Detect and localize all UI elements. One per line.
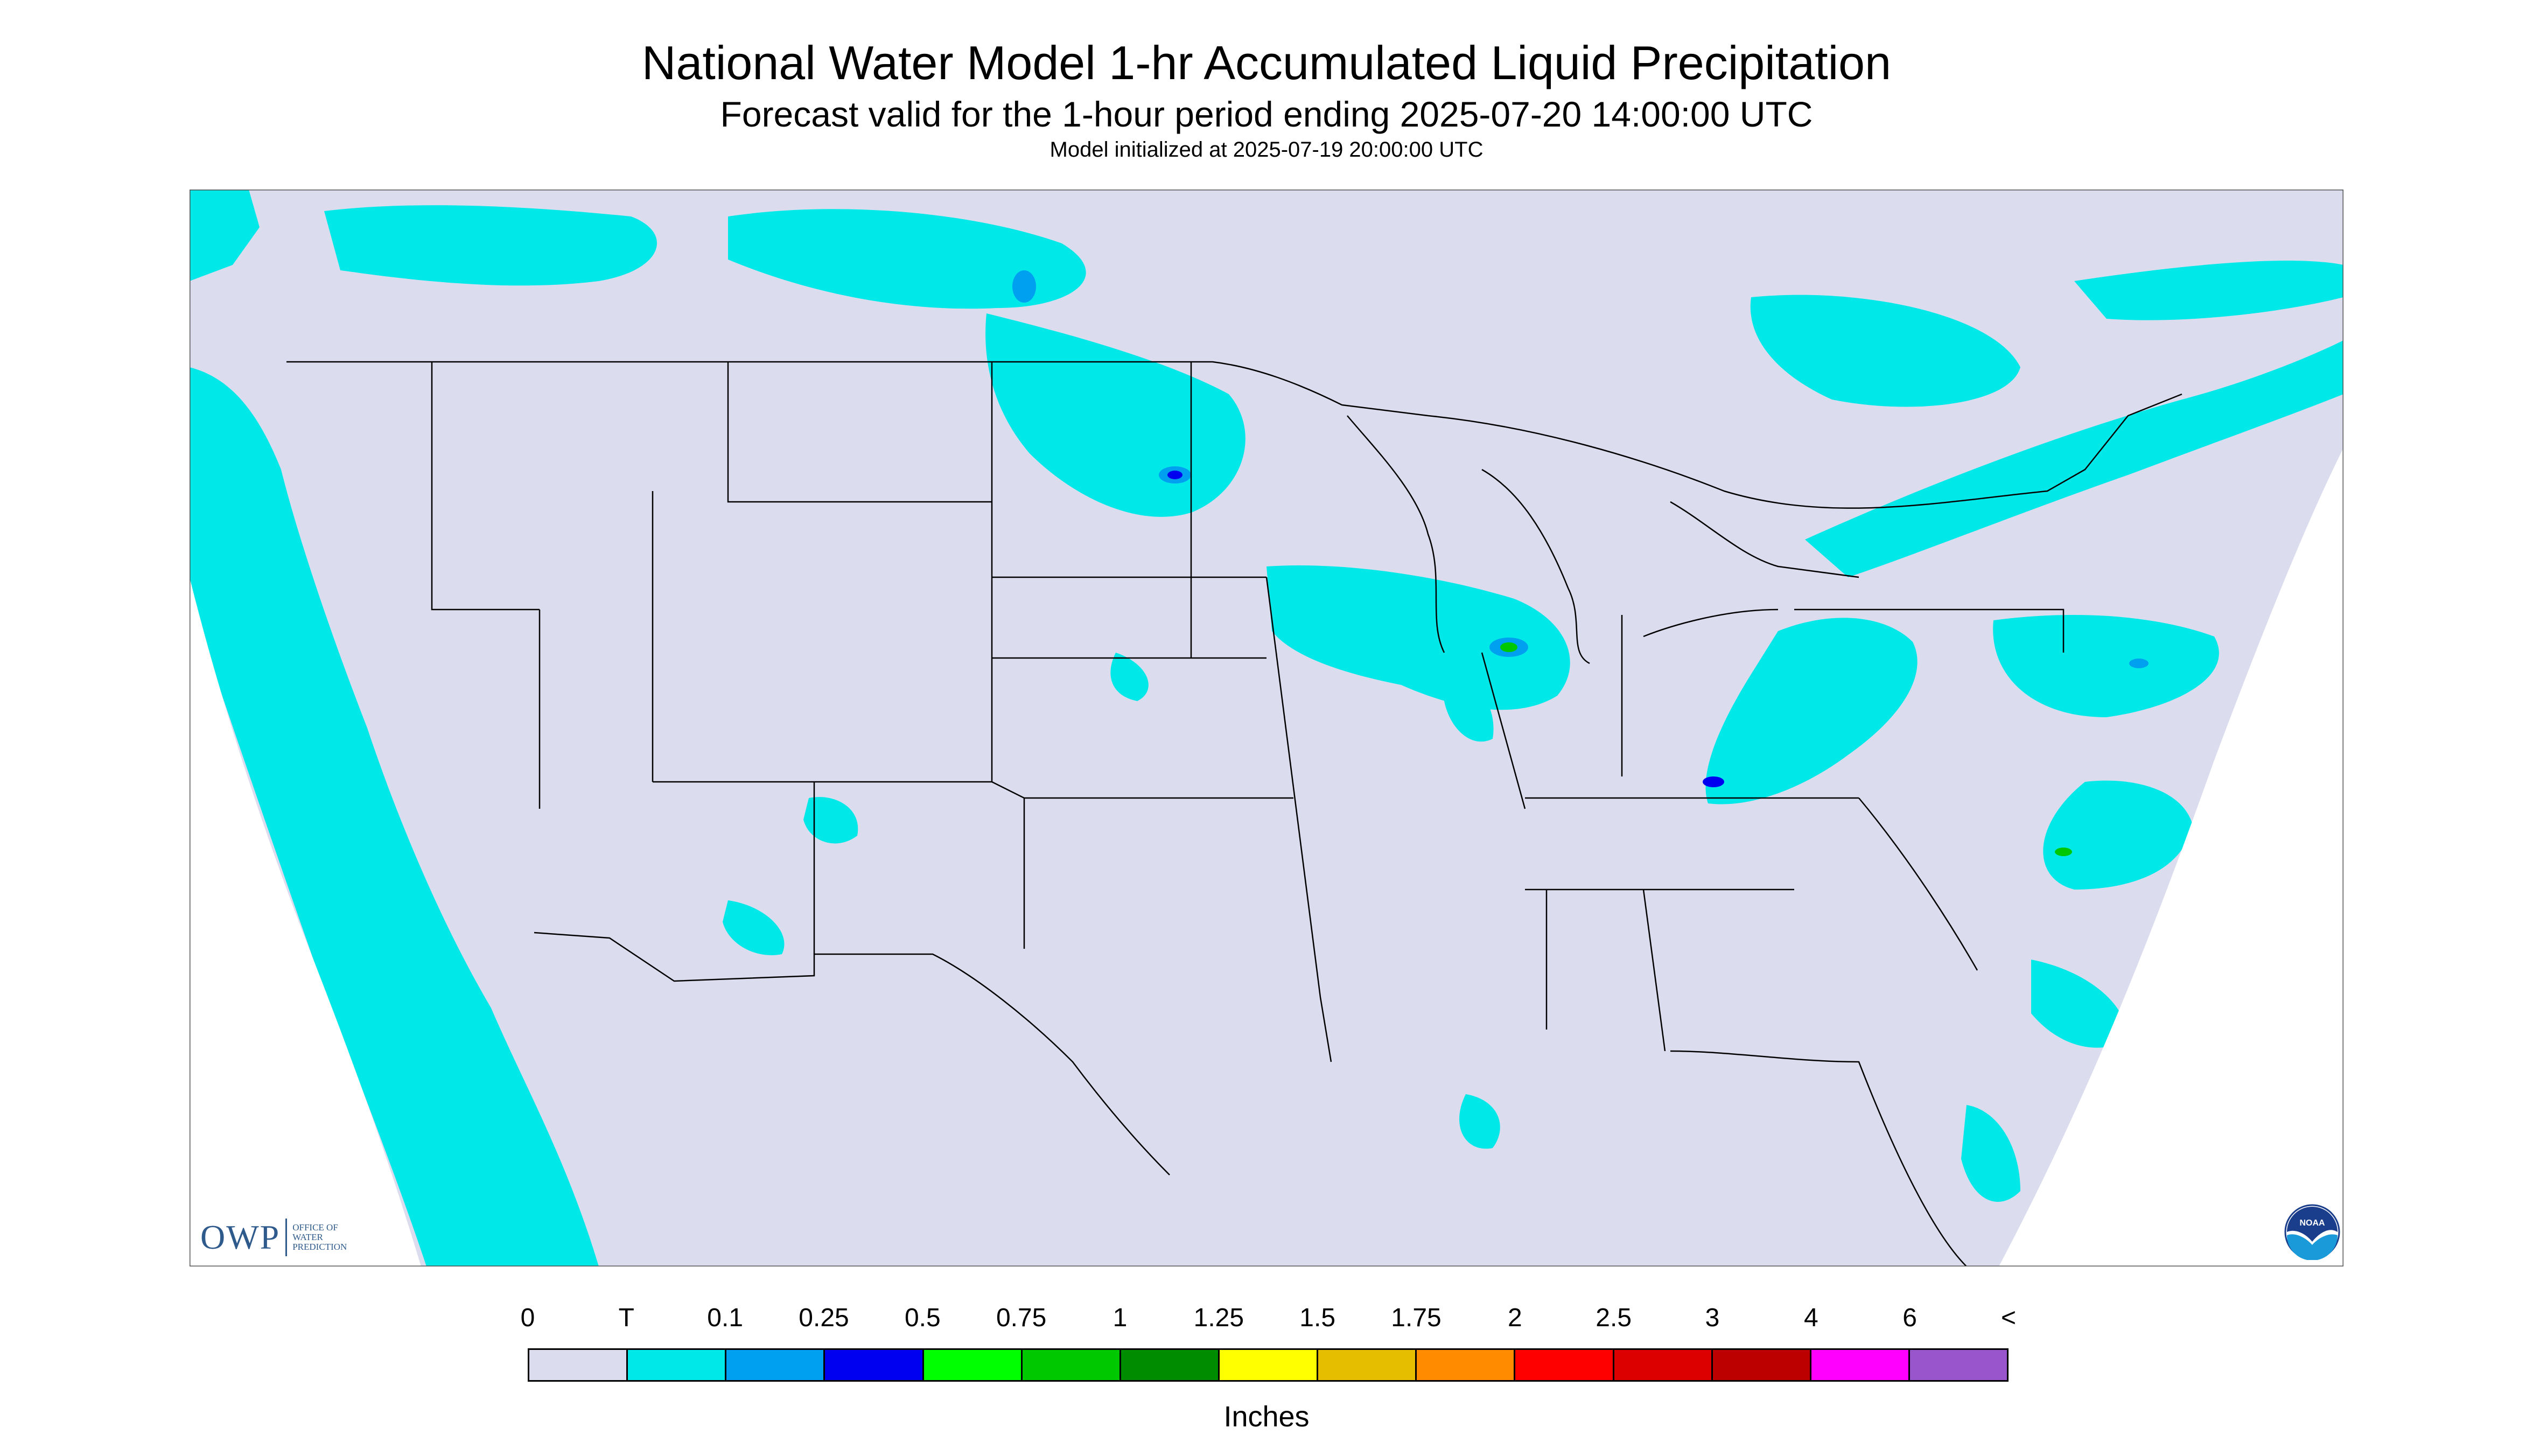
model-init-time: Model initialized at 2025-07-19 20:00:00… bbox=[1049, 138, 1484, 162]
legend-tick-label: 1.25 bbox=[1193, 1304, 1244, 1332]
noaa-logo-text: NOAA bbox=[2299, 1219, 2325, 1228]
precipitation-map bbox=[190, 190, 2343, 1266]
outside-domain-west bbox=[190, 577, 421, 1266]
precip-areas bbox=[190, 190, 2343, 1266]
legend-swatch bbox=[1712, 1350, 1811, 1380]
legend-tick-label: 0.75 bbox=[996, 1304, 1047, 1332]
legend-tick-label: 3 bbox=[1705, 1304, 1720, 1332]
legend-swatch bbox=[825, 1350, 924, 1380]
state-boundaries bbox=[286, 361, 2182, 1266]
legend-swatch bbox=[628, 1350, 727, 1380]
legend-swatch bbox=[1515, 1350, 1614, 1380]
legend-swatch bbox=[1318, 1350, 1417, 1380]
legend-tick-label: 6 bbox=[1902, 1304, 1918, 1332]
legend-tick-label: 1.5 bbox=[1299, 1304, 1336, 1332]
map-title: National Water Model 1-hr Accumulated Li… bbox=[641, 36, 1892, 89]
noaa-logo: NOAA bbox=[2284, 1204, 2340, 1260]
legend-swatch bbox=[1417, 1350, 1516, 1380]
legend-tick-label: 0.5 bbox=[904, 1304, 941, 1332]
color-legend: 0 T 0.1 0.25 0.5 0.75 1 1.25 1.5 1.75 2 2.5 3 4 6 < bbox=[521, 1303, 2016, 1389]
legend-swatch bbox=[1022, 1350, 1121, 1380]
legend-tick-label: 0 bbox=[520, 1304, 535, 1332]
owp-logo-subtext: OFFICE OF WATER PREDICTION bbox=[292, 1223, 347, 1252]
map-canvas bbox=[190, 190, 2343, 1266]
owp-logo-text: OWP bbox=[200, 1218, 281, 1256]
legend-tick-label: 0.1 bbox=[707, 1304, 744, 1332]
heavier-precip-cores bbox=[1012, 270, 2149, 856]
legend-tick-label: 4 bbox=[1803, 1304, 1818, 1332]
legend-tick-label: 1 bbox=[1112, 1304, 1128, 1332]
legend-swatch bbox=[529, 1350, 628, 1380]
map-subtitle: Forecast valid for the 1-hour period end… bbox=[720, 94, 1813, 134]
legend-tick-label: T bbox=[618, 1304, 634, 1332]
legend-tick-label: 0.25 bbox=[799, 1304, 849, 1332]
legend-swatch bbox=[1614, 1350, 1713, 1380]
coastlines-lakes bbox=[1347, 415, 1859, 664]
outside-domain-east bbox=[1999, 448, 2343, 1266]
legend-swatch bbox=[726, 1350, 825, 1380]
owp-sub-line-3: PREDICTION bbox=[292, 1242, 347, 1252]
owp-sub-line-1: OFFICE OF bbox=[292, 1222, 338, 1233]
legend-tick-label: 1.75 bbox=[1391, 1304, 1442, 1332]
legend-units: Inches bbox=[1223, 1401, 1310, 1433]
legend-swatch bbox=[1219, 1350, 1319, 1380]
legend-swatch bbox=[1909, 1350, 2007, 1380]
owp-logo-divider bbox=[285, 1219, 288, 1256]
legend-tick-label: 2.5 bbox=[1596, 1304, 1632, 1332]
owp-sub-line-2: WATER bbox=[292, 1232, 323, 1242]
legend-swatch bbox=[1121, 1350, 1220, 1380]
legend-swatch bbox=[1811, 1350, 1910, 1380]
legend-tick-label: < bbox=[2000, 1304, 2017, 1332]
legend-swatch bbox=[923, 1350, 1023, 1380]
legend-color-bar bbox=[528, 1348, 2009, 1382]
owp-logo: OWP OFFICE OF WATER PREDICTION bbox=[200, 1216, 347, 1259]
legend-tick-label: 2 bbox=[1507, 1304, 1522, 1332]
